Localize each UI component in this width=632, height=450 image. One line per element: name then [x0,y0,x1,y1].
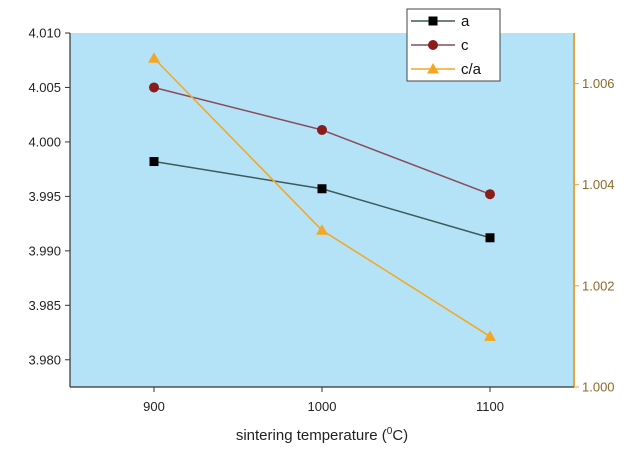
legend-label: c/a [461,61,482,78]
legend-label: a [461,13,470,30]
data-point [149,82,159,93]
legend-item: a [411,13,470,30]
x-axis-title-superscript: 0 [387,426,393,437]
left-tick-label: 3.985 [28,298,61,313]
left-y-axis: 4.010 4.005 4.000 3.995 3.990 3.985 3.980 [28,26,71,387]
x-tick-label: 900 [143,399,165,414]
left-tick-label: 4.000 [28,134,61,149]
series-a [149,157,495,243]
data-point [317,184,327,194]
left-tick-label: 3.995 [28,189,61,204]
x-axis: 900 1000 1100 [70,386,574,414]
series-layer [148,52,496,341]
data-point [484,330,496,341]
legend: ac c/a [406,8,501,82]
data-point [149,157,159,167]
x-tick-label: 1100 [476,399,504,414]
x-axis-title-prefix: sintering temperature ( [236,427,387,444]
legend-swatch-marker [428,16,438,26]
left-tick-label: 4.010 [28,26,61,41]
left-tick-label: 4.005 [28,80,61,95]
right-tick-label: 1.004 [582,177,615,192]
legend-item: c [411,37,469,54]
legend-item: c/a [411,61,482,78]
x-tick-label: 1000 [308,399,337,414]
series-c [149,82,495,200]
data-point [485,233,495,243]
left-tick-label: 3.990 [28,243,61,258]
legend-swatch-marker [428,40,438,50]
right-tick-label: 1.002 [582,278,615,293]
x-axis-title-suffix: C) [392,427,408,444]
plot-area [70,33,574,387]
data-point [148,52,160,63]
legend-swatch-marker [427,63,439,74]
series-c-over-a [148,52,496,341]
right-tick-label: 1.006 [582,76,615,91]
right-y-axis: 1.006 1.004 1.002 1.000 [573,33,615,395]
data-point [317,124,327,135]
x-axis-title: sintering temperature (0C) [236,426,408,444]
data-point [485,189,495,200]
legend-label: c [461,37,469,54]
right-tick-label: 1.000 [582,380,615,395]
data-point [316,224,328,235]
left-tick-label: 3.980 [28,352,61,367]
